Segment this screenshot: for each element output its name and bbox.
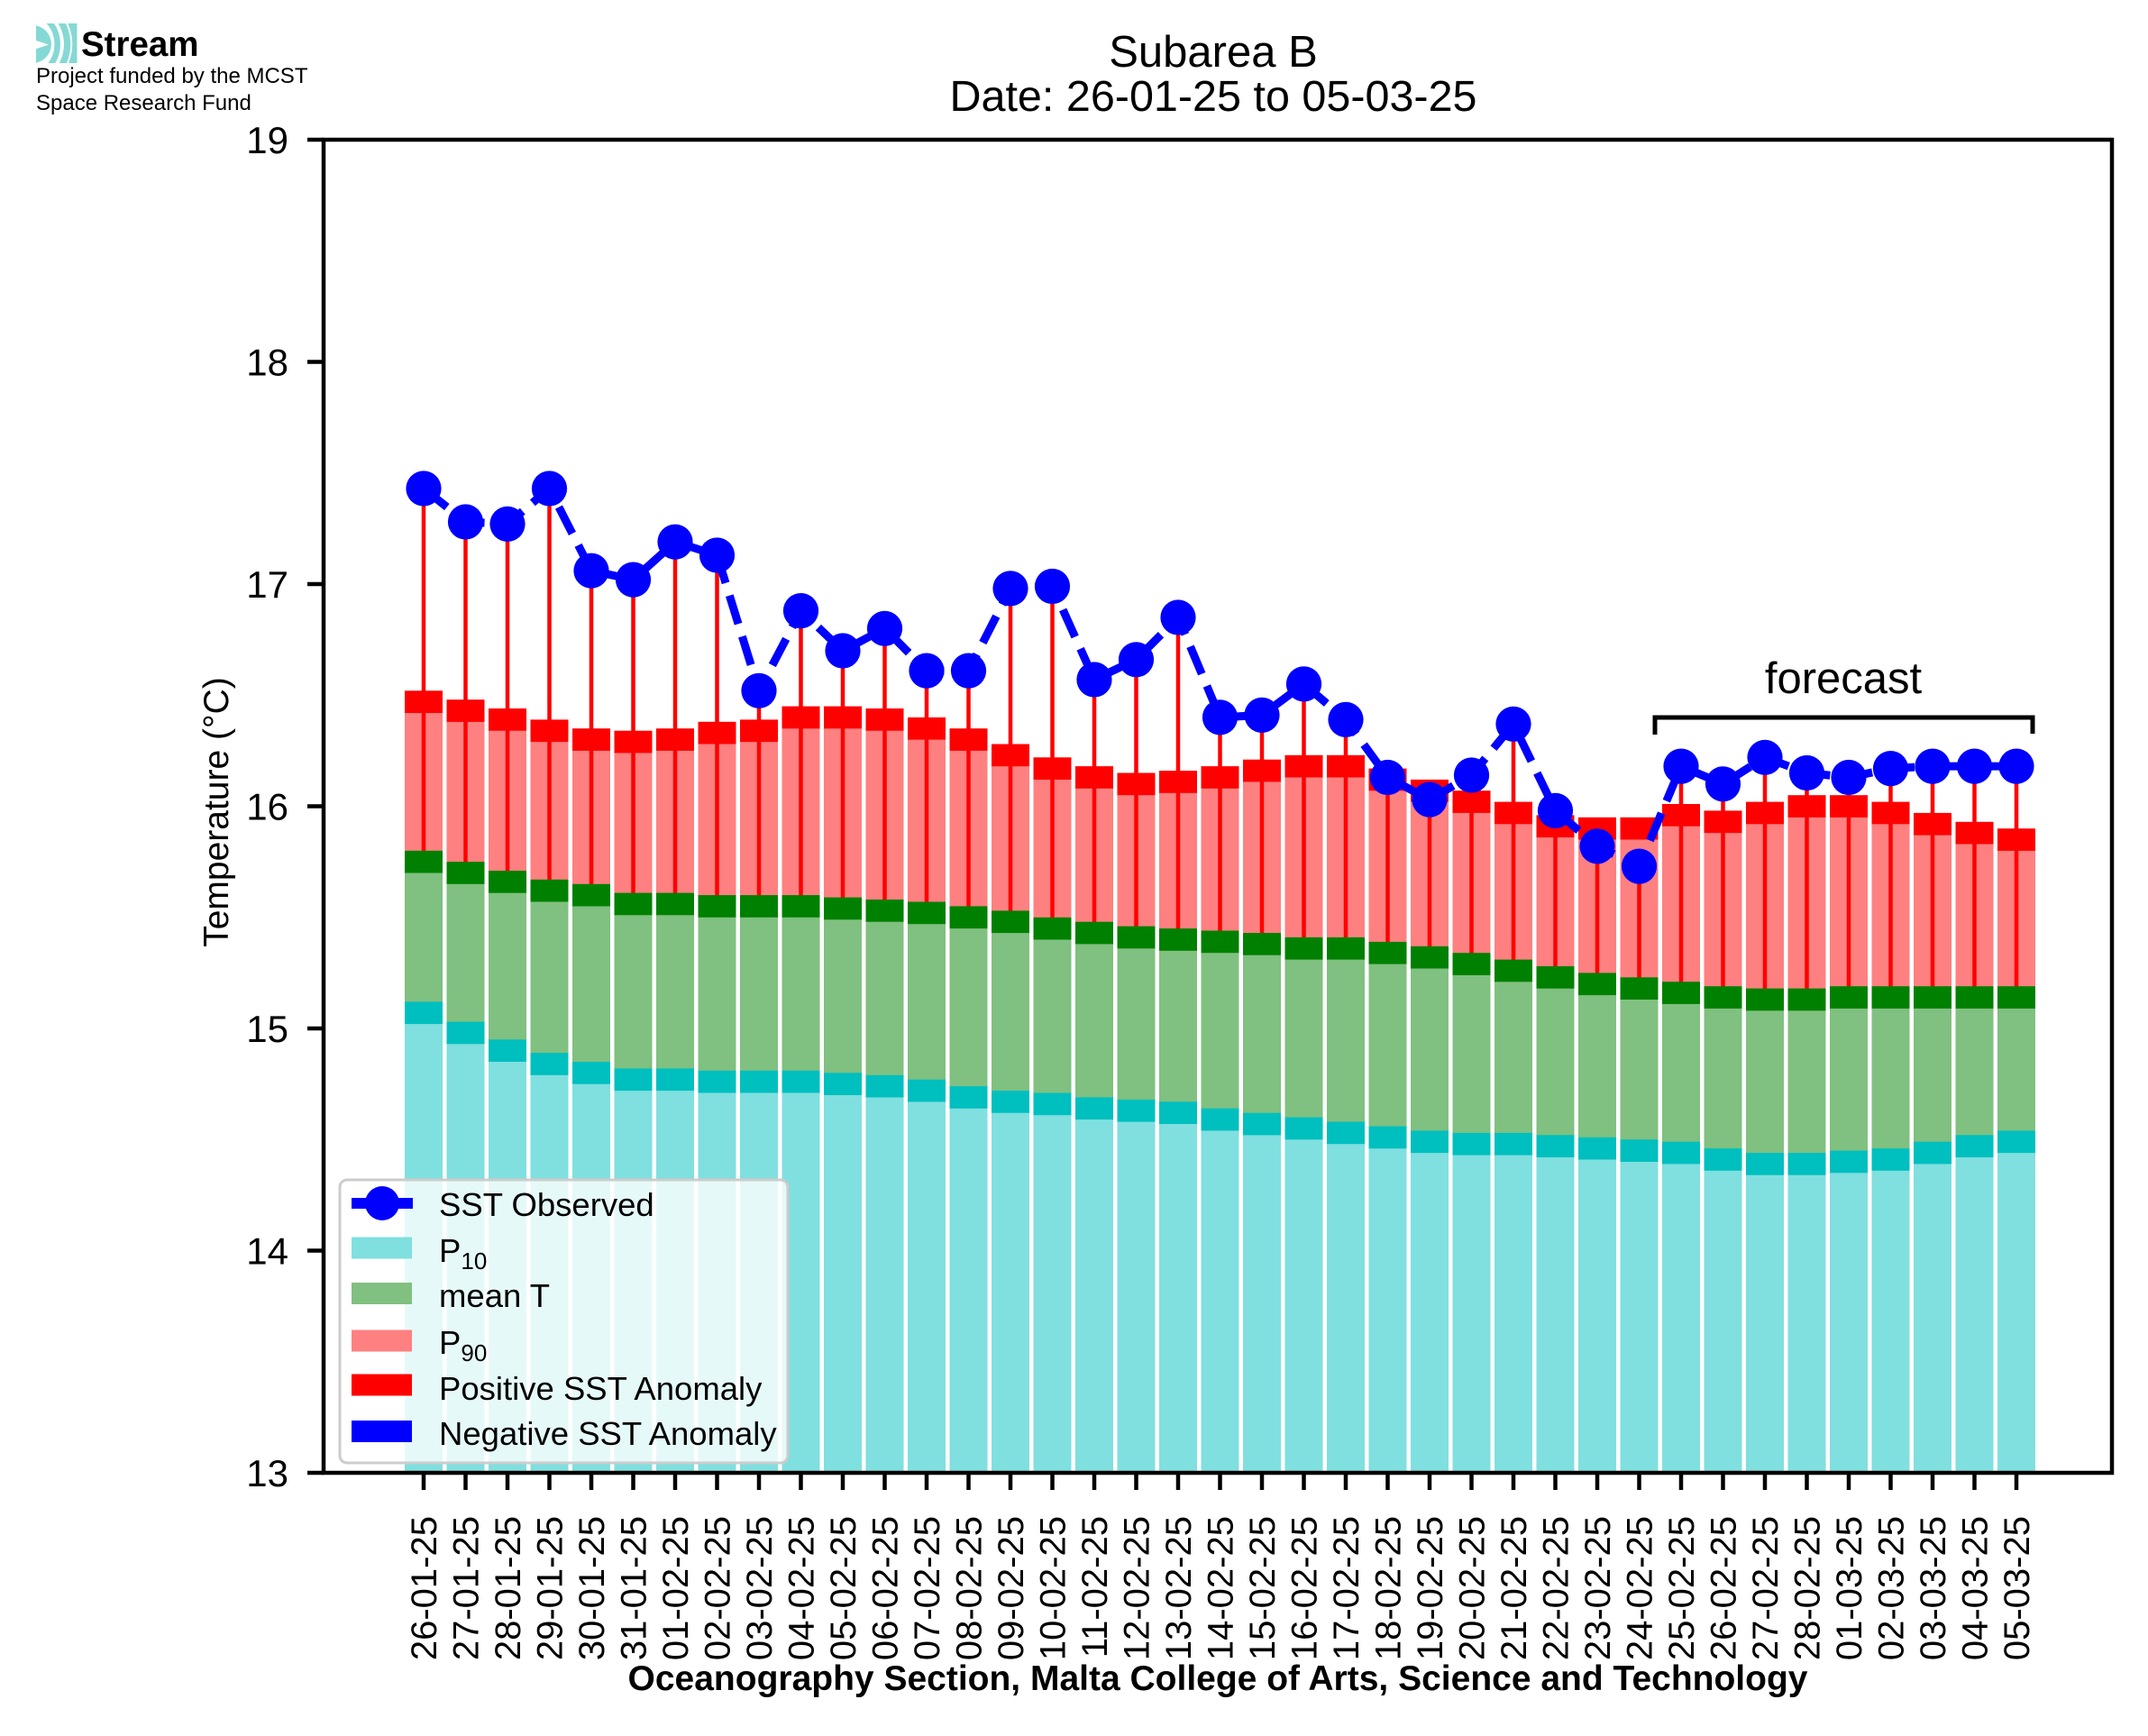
svg-text:04-02-25: 04-02-25 [782, 1516, 822, 1660]
svg-text:05-03-25: 05-03-25 [1997, 1516, 2037, 1660]
svg-text:06-02-25: 06-02-25 [866, 1516, 906, 1660]
svg-text:18-02-25: 18-02-25 [1369, 1516, 1409, 1660]
svg-text:13-02-25: 13-02-25 [1159, 1516, 1199, 1660]
svg-text:17-02-25: 17-02-25 [1327, 1516, 1366, 1660]
svg-text:01-03-25: 01-03-25 [1830, 1516, 1869, 1660]
svg-text:18: 18 [246, 342, 288, 384]
svg-text:03-02-25: 03-02-25 [740, 1516, 780, 1660]
svg-text:24-02-25: 24-02-25 [1621, 1516, 1660, 1660]
svg-text:28-02-25: 28-02-25 [1788, 1516, 1828, 1660]
svg-text:SST Observed: SST Observed [439, 1186, 654, 1223]
svg-text:Negative SST Anomaly: Negative SST Anomaly [439, 1415, 777, 1452]
svg-text:01-02-25: 01-02-25 [656, 1516, 696, 1660]
svg-text:13: 13 [246, 1452, 288, 1494]
svg-text:Positive SST Anomaly: Positive SST Anomaly [439, 1370, 763, 1407]
svg-text:16: 16 [246, 786, 288, 828]
svg-text:14-02-25: 14-02-25 [1202, 1516, 1241, 1660]
svg-text:08-02-25: 08-02-25 [950, 1516, 990, 1660]
svg-text:31-01-25: 31-01-25 [615, 1516, 654, 1660]
svg-text:26-02-25: 26-02-25 [1705, 1516, 1744, 1660]
svg-text:30-01-25: 30-01-25 [572, 1516, 612, 1660]
svg-text:Project funded by the MCST: Project funded by the MCST [36, 64, 308, 88]
svg-text:12-02-25: 12-02-25 [1118, 1516, 1157, 1660]
svg-text:15: 15 [246, 1008, 288, 1050]
svg-text:21-02-25: 21-02-25 [1494, 1516, 1534, 1660]
svg-text:Temperature (°C): Temperature (°C) [197, 677, 236, 947]
svg-text:25-02-25: 25-02-25 [1662, 1516, 1702, 1660]
svg-text:16-02-25: 16-02-25 [1285, 1516, 1325, 1660]
svg-text:mean T: mean T [439, 1277, 550, 1314]
svg-text:Date: 26-01-25 to 05-03-25: Date: 26-01-25 to 05-03-25 [949, 72, 1476, 121]
svg-text:29-01-25: 29-01-25 [531, 1516, 571, 1660]
svg-text:23-02-25: 23-02-25 [1578, 1516, 1618, 1660]
svg-text:19: 19 [246, 119, 288, 161]
svg-text:03-03-25: 03-03-25 [1914, 1516, 1953, 1660]
svg-text:17: 17 [246, 563, 288, 606]
svg-text:15-02-25: 15-02-25 [1243, 1516, 1283, 1660]
svg-text:19-02-25: 19-02-25 [1411, 1516, 1450, 1660]
svg-text:Oceanography Section, Malta Co: Oceanography Section, Malta College of A… [628, 1659, 1808, 1698]
svg-text:27-01-25: 27-01-25 [447, 1516, 487, 1660]
svg-text:07-02-25: 07-02-25 [908, 1516, 947, 1660]
svg-text:Space Research Fund: Space Research Fund [36, 91, 251, 115]
svg-text:11-02-25: 11-02-25 [1075, 1516, 1115, 1658]
svg-text:14: 14 [246, 1230, 288, 1273]
svg-text:02-02-25: 02-02-25 [699, 1516, 738, 1660]
svg-text:10-02-25: 10-02-25 [1034, 1516, 1074, 1660]
svg-text:26-01-25: 26-01-25 [405, 1516, 444, 1660]
svg-text:20-02-25: 20-02-25 [1453, 1516, 1493, 1660]
svg-text:Subarea B: Subarea B [1109, 28, 1318, 77]
svg-text:05-02-25: 05-02-25 [824, 1516, 864, 1660]
svg-text:28-01-25: 28-01-25 [489, 1516, 528, 1660]
svg-text:Stream: Stream [81, 25, 199, 64]
svg-text:02-03-25: 02-03-25 [1872, 1516, 1912, 1660]
svg-text:forecast: forecast [1765, 654, 1923, 703]
svg-text:27-02-25: 27-02-25 [1746, 1516, 1786, 1660]
svg-text:22-02-25: 22-02-25 [1537, 1516, 1577, 1660]
svg-text:04-03-25: 04-03-25 [1956, 1516, 1996, 1660]
svg-text:09-02-25: 09-02-25 [992, 1516, 1031, 1660]
